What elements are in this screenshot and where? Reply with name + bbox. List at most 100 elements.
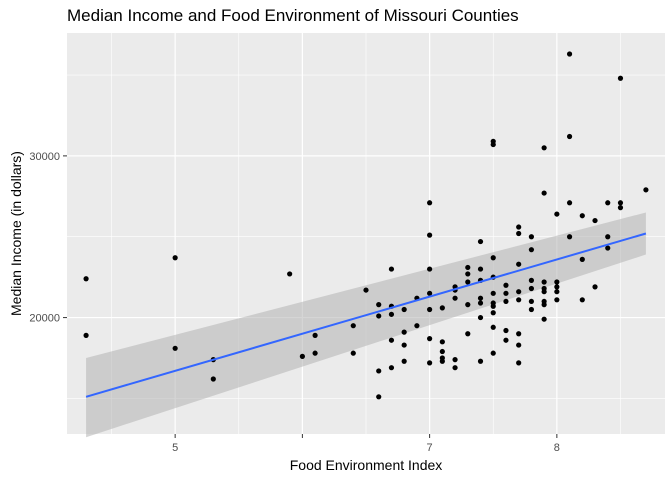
- data-point: [376, 368, 382, 374]
- data-point: [427, 290, 433, 296]
- data-point: [388, 311, 395, 317]
- data-point: [643, 187, 649, 193]
- data-point: [566, 234, 573, 240]
- data-point: [605, 200, 611, 206]
- data-point: [490, 303, 496, 309]
- data-point: [452, 365, 458, 371]
- data-point: [541, 279, 547, 285]
- data-point: [503, 298, 509, 305]
- data-point: [516, 297, 522, 303]
- data-point: [516, 224, 522, 230]
- data-point: [388, 337, 395, 343]
- data-point: [490, 290, 496, 296]
- data-point: [528, 277, 535, 283]
- data-point: [465, 271, 471, 277]
- data-point: [516, 342, 522, 348]
- data-point: [617, 200, 624, 206]
- x-axis-ticks: 5 7 8: [172, 434, 560, 454]
- data-point: [490, 324, 496, 330]
- data-point: [83, 332, 89, 338]
- x-tick-label: 8: [554, 442, 560, 454]
- x-axis-title: Food Environment Index: [290, 457, 443, 473]
- data-point: [554, 284, 560, 290]
- data-point: [592, 217, 598, 224]
- data-points: [83, 51, 649, 400]
- data-point: [376, 394, 382, 400]
- data-point: [516, 261, 522, 267]
- data-point: [554, 297, 560, 303]
- data-point: [516, 331, 522, 337]
- data-point: [617, 205, 624, 211]
- data-point: [439, 339, 445, 345]
- data-point: [427, 266, 433, 272]
- confidence-band-layer: [86, 212, 646, 438]
- data-point: [401, 342, 407, 348]
- data-point: [439, 305, 445, 311]
- data-point: [287, 271, 293, 277]
- data-point: [376, 302, 382, 308]
- data-point: [477, 358, 484, 364]
- data-point: [554, 289, 560, 295]
- data-point: [401, 358, 407, 364]
- data-point: [477, 300, 484, 306]
- x-tick-label: 5: [172, 442, 178, 454]
- data-point: [541, 316, 547, 322]
- confidence-band: [86, 212, 646, 438]
- data-point: [452, 357, 458, 363]
- data-point: [299, 353, 305, 359]
- data-point: [427, 200, 433, 206]
- data-point: [388, 365, 395, 371]
- data-point: [490, 350, 496, 356]
- data-point: [541, 289, 547, 295]
- data-point: [503, 282, 509, 288]
- data-point: [350, 350, 356, 356]
- data-point: [388, 266, 395, 272]
- y-tick-label: 30000: [29, 151, 60, 163]
- data-point: [427, 232, 433, 238]
- data-point: [401, 306, 407, 313]
- data-point: [566, 200, 573, 206]
- data-point: [465, 331, 471, 337]
- regression-line: [85, 232, 647, 398]
- data-point: [617, 75, 624, 81]
- data-point: [554, 279, 560, 285]
- data-point: [516, 360, 522, 366]
- data-point: [516, 230, 522, 237]
- data-point: [376, 313, 382, 319]
- data-point: [312, 332, 318, 338]
- data-point: [490, 141, 496, 148]
- data-point: [312, 350, 318, 356]
- data-point: [477, 314, 484, 321]
- data-point: [490, 255, 496, 261]
- data-point: [528, 247, 535, 253]
- data-point: [477, 238, 484, 245]
- x-tick-label: 7: [427, 442, 433, 454]
- fit-line-layer: [85, 232, 647, 398]
- data-point: [427, 336, 433, 342]
- data-point: [592, 284, 598, 290]
- data-point: [490, 310, 496, 316]
- data-point: [439, 358, 445, 364]
- data-point: [528, 285, 535, 292]
- data-point: [605, 234, 611, 240]
- data-point: [579, 297, 585, 303]
- y-axis-title: Median Income (in dollars): [8, 151, 24, 316]
- data-point: [350, 323, 356, 329]
- data-point: [363, 287, 369, 293]
- data-point: [516, 289, 522, 295]
- data-point: [503, 337, 509, 343]
- data-point: [427, 306, 433, 313]
- y-axis-ticks: 20000 30000: [29, 151, 67, 325]
- data-point: [452, 295, 458, 301]
- data-point: [210, 376, 216, 382]
- data-point: [414, 323, 420, 329]
- data-point: [439, 348, 445, 355]
- data-point: [579, 256, 585, 262]
- data-point: [579, 213, 585, 219]
- data-point: [83, 276, 89, 282]
- data-point: [503, 327, 509, 334]
- data-point: [477, 266, 484, 272]
- data-point: [401, 329, 407, 335]
